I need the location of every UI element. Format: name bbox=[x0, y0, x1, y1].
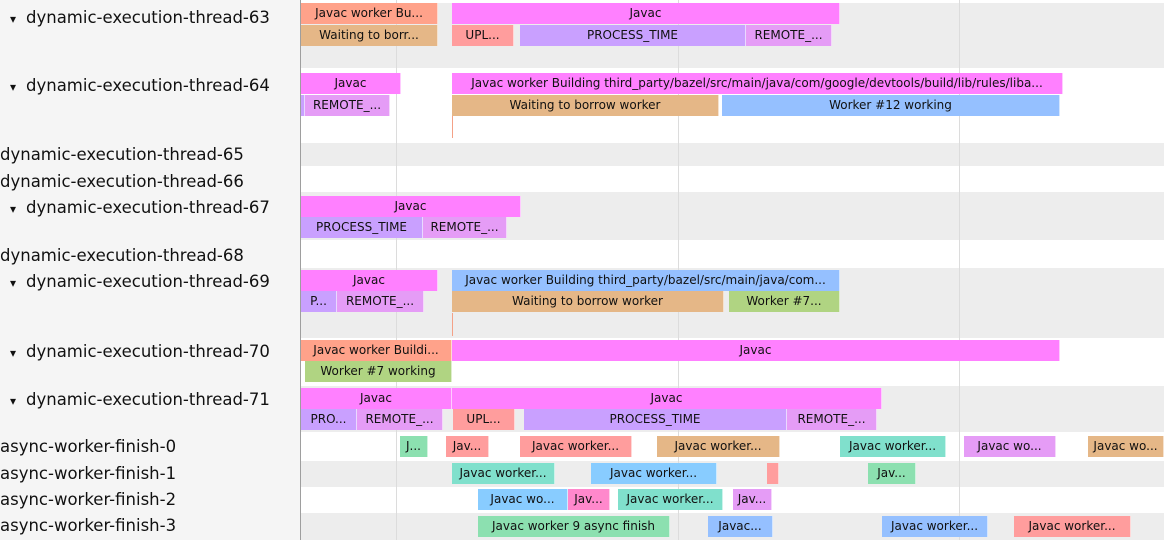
trace-slice[interactable]: Javac bbox=[452, 388, 882, 409]
track-label[interactable]: async-worker-finish-1 bbox=[0, 464, 176, 484]
trace-slice[interactable]: Javac worker... bbox=[520, 436, 632, 457]
track-label-text: dynamic-execution-thread-67 bbox=[26, 198, 270, 217]
trace-slice[interactable]: Javac bbox=[301, 388, 452, 409]
trace-slice[interactable] bbox=[767, 463, 779, 484]
track-labels-panel: ▾ dynamic-execution-thread-63 ▾ dynamic-exe… bbox=[0, 0, 301, 540]
track-row bbox=[301, 461, 1164, 487]
trace-slice[interactable]: Javac bbox=[452, 3, 840, 24]
trace-slice[interactable]: Jav... bbox=[733, 489, 772, 510]
track-row bbox=[301, 143, 1164, 166]
track-label[interactable]: ▾ dynamic-execution-thread-70 bbox=[0, 342, 270, 363]
trace-slice[interactable]: PROCESS_TIME bbox=[301, 217, 423, 238]
track-label[interactable]: ▾ dynamic-execution-thread-63 bbox=[0, 8, 270, 29]
trace-slice[interactable]: Javac bbox=[452, 340, 1060, 361]
trace-slice[interactable]: PRO... bbox=[301, 409, 357, 430]
trace-slice[interactable]: Waiting to borr... bbox=[301, 25, 438, 46]
trace-slice[interactable]: PROCESS_TIME bbox=[520, 25, 746, 46]
track-label[interactable]: dynamic-execution-thread-65 bbox=[0, 145, 244, 165]
trace-slice[interactable]: Javac bbox=[301, 73, 401, 94]
track-label-text: async-worker-finish-1 bbox=[0, 464, 177, 483]
trace-slice[interactable]: Javac worker... bbox=[882, 516, 988, 537]
trace-slice[interactable]: Javac wo... bbox=[478, 489, 568, 510]
trace-slice[interactable]: Javac worker Bu... bbox=[301, 3, 438, 24]
trace-slice[interactable]: Javac wo... bbox=[1088, 436, 1164, 457]
trace-slice[interactable]: REMOTE_... bbox=[787, 409, 877, 430]
trace-slice[interactable]: Worker #7 working bbox=[305, 361, 452, 382]
track-label-text: async-worker-finish-3 bbox=[0, 516, 177, 535]
expand-chevron-icon[interactable]: ▾ bbox=[9, 12, 17, 26]
trace-slice[interactable]: REMOTE_... bbox=[746, 25, 832, 46]
track-label[interactable]: async-worker-finish-3 bbox=[0, 516, 176, 536]
trace-slice[interactable]: Javac worker... bbox=[657, 436, 780, 457]
trace-slice[interactable]: Javac worker... bbox=[840, 436, 946, 457]
grid-line bbox=[959, 0, 960, 540]
trace-slice[interactable]: Javac worker Buildi... bbox=[301, 340, 452, 361]
trace-slice[interactable]: REMOTE_... bbox=[423, 217, 507, 238]
trace-slice[interactable] bbox=[301, 95, 305, 116]
track-label-text: dynamic-execution-thread-64 bbox=[26, 76, 270, 95]
track-label-text: dynamic-execution-thread-69 bbox=[26, 272, 270, 291]
trace-slice[interactable]: Javac worker... bbox=[452, 463, 555, 484]
trace-slice[interactable]: Worker #7... bbox=[729, 291, 840, 312]
trace-slice[interactable]: Javac... bbox=[708, 516, 773, 537]
expand-chevron-icon[interactable]: ▾ bbox=[9, 394, 17, 408]
track-label[interactable]: ▾ dynamic-execution-thread-69 bbox=[0, 272, 270, 293]
track-label[interactable]: ▾ dynamic-execution-thread-67 bbox=[0, 198, 270, 219]
track-row bbox=[301, 240, 1164, 268]
track-label[interactable]: async-worker-finish-2 bbox=[0, 490, 176, 510]
trace-slice[interactable]: Javac worker 9 async finish bbox=[478, 516, 670, 537]
timeline-area[interactable]: Javac worker Bu... Javac Waiting to borr..… bbox=[301, 0, 1164, 540]
expand-chevron-icon[interactable]: ▾ bbox=[9, 346, 17, 360]
trace-slice[interactable]: J... bbox=[400, 436, 428, 457]
trace-slice[interactable]: Javac worker... bbox=[591, 463, 717, 484]
track-label[interactable]: ▾ dynamic-execution-thread-71 bbox=[0, 390, 270, 411]
trace-slice[interactable]: PROCESS_TIME bbox=[524, 409, 787, 430]
track-row bbox=[301, 166, 1164, 192]
trace-slice[interactable]: Jav... bbox=[868, 463, 916, 484]
expand-chevron-icon[interactable]: ▾ bbox=[9, 202, 17, 216]
trace-slice[interactable]: Javac worker... bbox=[618, 489, 723, 510]
trace-slice[interactable]: Worker #12 working bbox=[722, 95, 1060, 116]
trace-slice[interactable]: Javac worker... bbox=[1014, 516, 1131, 537]
trace-slice[interactable]: Javac worker Building third_party/bazel/… bbox=[452, 270, 840, 291]
trace-slice[interactable]: UPL... bbox=[453, 409, 515, 430]
trace-slice[interactable]: Javac bbox=[301, 270, 438, 291]
track-label-text: dynamic-execution-thread-66 bbox=[0, 172, 244, 191]
trace-slice[interactable]: REMOTE_... bbox=[305, 95, 390, 116]
trace-slice[interactable]: REMOTE_... bbox=[337, 291, 424, 312]
expand-chevron-icon[interactable]: ▾ bbox=[9, 276, 17, 290]
track-label[interactable]: ▾ dynamic-execution-thread-64 bbox=[0, 76, 270, 97]
track-label-text: dynamic-execution-thread-71 bbox=[26, 390, 270, 409]
track-label-text: dynamic-execution-thread-65 bbox=[0, 145, 244, 164]
trace-slice[interactable]: Javac wo... bbox=[964, 436, 1056, 457]
trace-slice[interactable]: Waiting to borrow worker bbox=[452, 291, 724, 312]
flow-marker bbox=[452, 116, 453, 138]
track-label-text: dynamic-execution-thread-70 bbox=[26, 342, 270, 361]
flow-marker bbox=[452, 313, 453, 336]
trace-slice[interactable]: Javac worker Building third_party/bazel/… bbox=[452, 73, 1063, 94]
trace-slice[interactable]: Waiting to borrow worker bbox=[452, 95, 719, 116]
track-label-text: async-worker-finish-2 bbox=[0, 490, 177, 509]
expand-chevron-icon[interactable]: ▾ bbox=[9, 80, 17, 94]
track-label[interactable]: dynamic-execution-thread-66 bbox=[0, 172, 244, 192]
track-label-text: dynamic-execution-thread-63 bbox=[26, 8, 270, 27]
trace-slice[interactable]: Javac bbox=[301, 196, 521, 217]
trace-slice[interactable]: UPL... bbox=[452, 25, 514, 46]
trace-slice[interactable]: Jav... bbox=[446, 436, 489, 457]
track-label[interactable]: async-worker-finish-0 bbox=[0, 437, 176, 457]
track-label-text: async-worker-finish-0 bbox=[0, 437, 177, 456]
track-label[interactable]: dynamic-execution-thread-68 bbox=[0, 246, 244, 266]
trace-slice[interactable]: P... bbox=[301, 291, 337, 312]
track-label-text: dynamic-execution-thread-68 bbox=[0, 246, 244, 265]
trace-slice[interactable]: REMOTE_... bbox=[357, 409, 443, 430]
trace-slice[interactable]: Jav... bbox=[568, 489, 610, 510]
